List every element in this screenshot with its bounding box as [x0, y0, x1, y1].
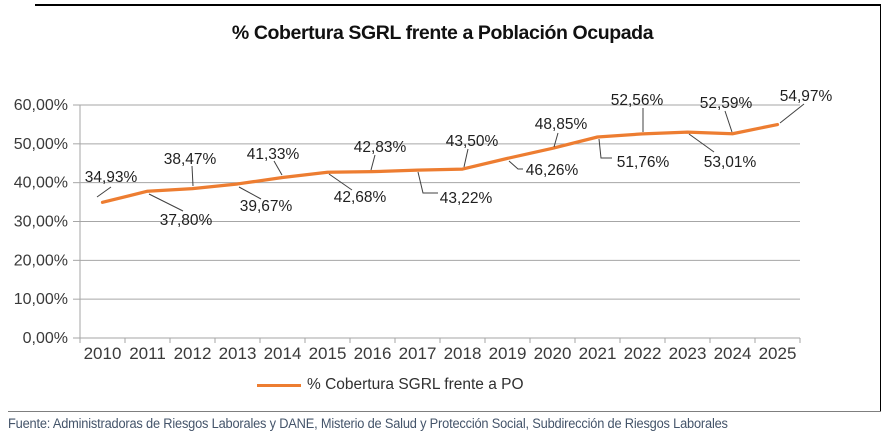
y-axis-label: 50,00% — [14, 136, 68, 153]
x-axis-label: 2015 — [309, 344, 347, 363]
data-label: 37,80% — [160, 212, 213, 229]
data-label-leader-line — [463, 148, 469, 168]
line-chart-plot: 0,00% 10,00% 20,00% 30,00% 40,00% 50,00% 60,00… — [14, 88, 833, 363]
chart-right-border — [880, 4, 881, 411]
data-series-line — [100, 122, 780, 204]
chart-top-border — [35, 4, 881, 6]
source-note: Fuente: Administradoras de Riesgos Labor… — [8, 416, 728, 431]
footer-divider — [8, 411, 881, 412]
data-label: 48,85% — [535, 116, 588, 133]
data-label: 43,50% — [446, 133, 499, 150]
data-label: 42,68% — [334, 189, 387, 206]
x-axis-label: 2023 — [669, 344, 707, 363]
x-axis-label: 2014 — [264, 344, 302, 363]
data-label-leader-line — [238, 186, 262, 200]
data-label: 38,47% — [164, 151, 217, 168]
data-label: 46,26% — [526, 162, 579, 179]
legend: % Cobertura SGRL frente a PO — [257, 376, 524, 394]
y-axis-label: 60,00% — [14, 97, 68, 114]
data-label: 52,56% — [611, 92, 664, 109]
x-axis-label: 2016 — [354, 344, 392, 363]
data-label-leader-line — [508, 160, 523, 170]
data-label-leader-line — [779, 103, 805, 124]
legend-label: % Cobertura SGRL frente a PO — [307, 376, 524, 393]
x-axis-label: 2013 — [219, 344, 257, 363]
data-label-leader-line — [191, 165, 194, 187]
y-axis-label: 0,00% — [23, 330, 68, 347]
x-axis-label: 2021 — [579, 344, 617, 363]
chart-title: % Cobertura SGRL frente a Población Ocup… — [231, 22, 654, 44]
y-axis-label: 30,00% — [14, 214, 68, 231]
data-label: 41,33% — [247, 146, 300, 163]
data-label-leader-line — [417, 171, 438, 194]
x-axis-label: 2025 — [759, 344, 797, 363]
data-label: 51,76% — [617, 154, 670, 171]
x-axis-label: 2010 — [84, 344, 122, 363]
data-label-leader-line — [148, 193, 184, 212]
x-axis-label: 2020 — [534, 344, 572, 363]
y-axis-label: 20,00% — [14, 252, 68, 269]
data-label: 53,01% — [704, 154, 757, 171]
data-label: 39,67% — [240, 198, 293, 215]
data-label: 52,59% — [700, 95, 753, 112]
x-axis-label: 2022 — [624, 344, 662, 363]
data-label-leader-line — [328, 173, 353, 191]
data-label-leader-line — [553, 132, 559, 148]
data-label-leader-line — [96, 186, 112, 198]
data-label: 42,83% — [354, 139, 407, 156]
x-axis-label: 2019 — [489, 344, 527, 363]
data-label-leader-line — [724, 110, 733, 133]
data-label: 54,97% — [780, 88, 833, 105]
data-label-leader-line — [598, 138, 612, 159]
x-axis-label: 2012 — [174, 344, 212, 363]
x-axis-label: 2018 — [444, 344, 482, 363]
x-axis-label: 2024 — [714, 344, 752, 363]
legend-line-sample — [257, 383, 301, 387]
data-label-leader-line — [273, 160, 283, 176]
data-label-leader-line — [688, 133, 715, 153]
data-label: 34,93% — [85, 169, 138, 186]
y-axis-label: 40,00% — [14, 175, 68, 192]
data-label-leader-line — [370, 154, 376, 171]
x-axis-label: 2017 — [399, 344, 437, 363]
data-label: 43,22% — [440, 190, 493, 207]
y-axis-label: 10,00% — [14, 291, 68, 308]
x-axis-label: 2011 — [129, 344, 166, 363]
